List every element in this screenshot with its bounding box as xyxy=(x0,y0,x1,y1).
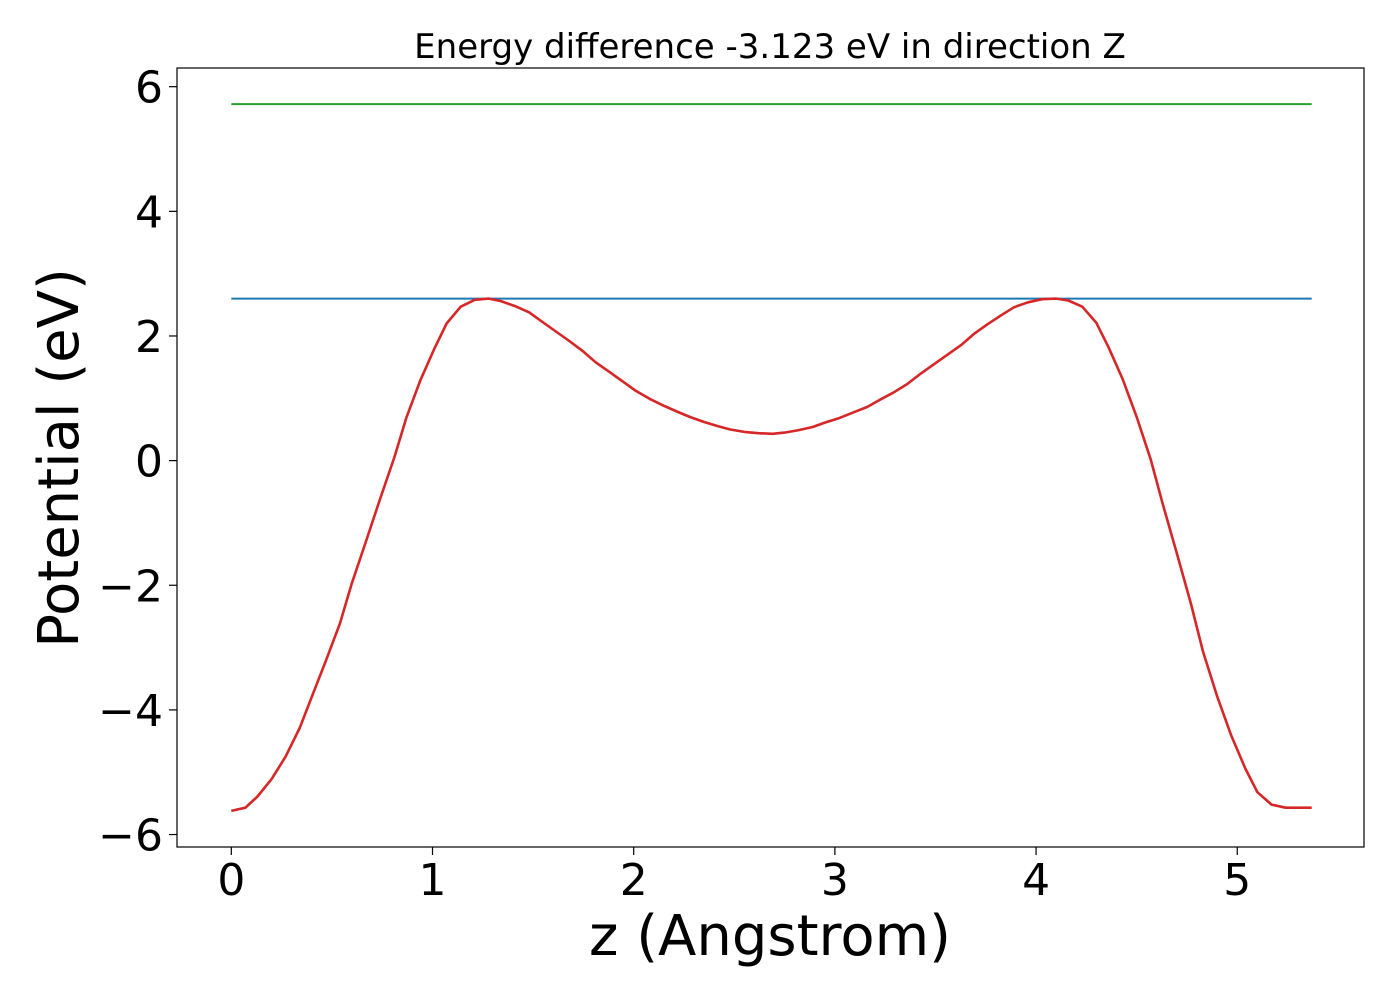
x-tick-label: 2 xyxy=(620,855,648,906)
potential-curve xyxy=(231,297,1312,813)
y-tick-label: 2 xyxy=(135,312,163,363)
x-tick-label: 1 xyxy=(419,855,447,906)
x-axis-ticks: 0 1 2 3 4 5 xyxy=(217,847,1251,906)
x-tick-label: 3 xyxy=(821,855,849,906)
y-tick-label: −4 xyxy=(98,686,163,737)
x-tick-label: 4 xyxy=(1022,855,1050,906)
y-tick-label: −6 xyxy=(98,811,163,862)
y-tick-label: 6 xyxy=(135,63,163,114)
x-tick-label: 5 xyxy=(1223,855,1251,906)
plot-area xyxy=(231,103,1312,813)
y-tick-label: 0 xyxy=(135,437,163,488)
y-axis-ticks: −6 −4 −2 0 2 4 6 xyxy=(98,63,177,862)
x-tick-label: 0 xyxy=(217,855,245,906)
plot-frame xyxy=(176,67,1365,848)
x-axis-label: z (Angstrom) xyxy=(589,904,951,969)
y-tick-label: −2 xyxy=(98,561,163,612)
y-axis-label: Potential (eV) xyxy=(27,268,92,648)
y-tick-label: 4 xyxy=(135,187,163,238)
chart-title: Energy difference -3.123 eV in direction… xyxy=(414,27,1126,67)
